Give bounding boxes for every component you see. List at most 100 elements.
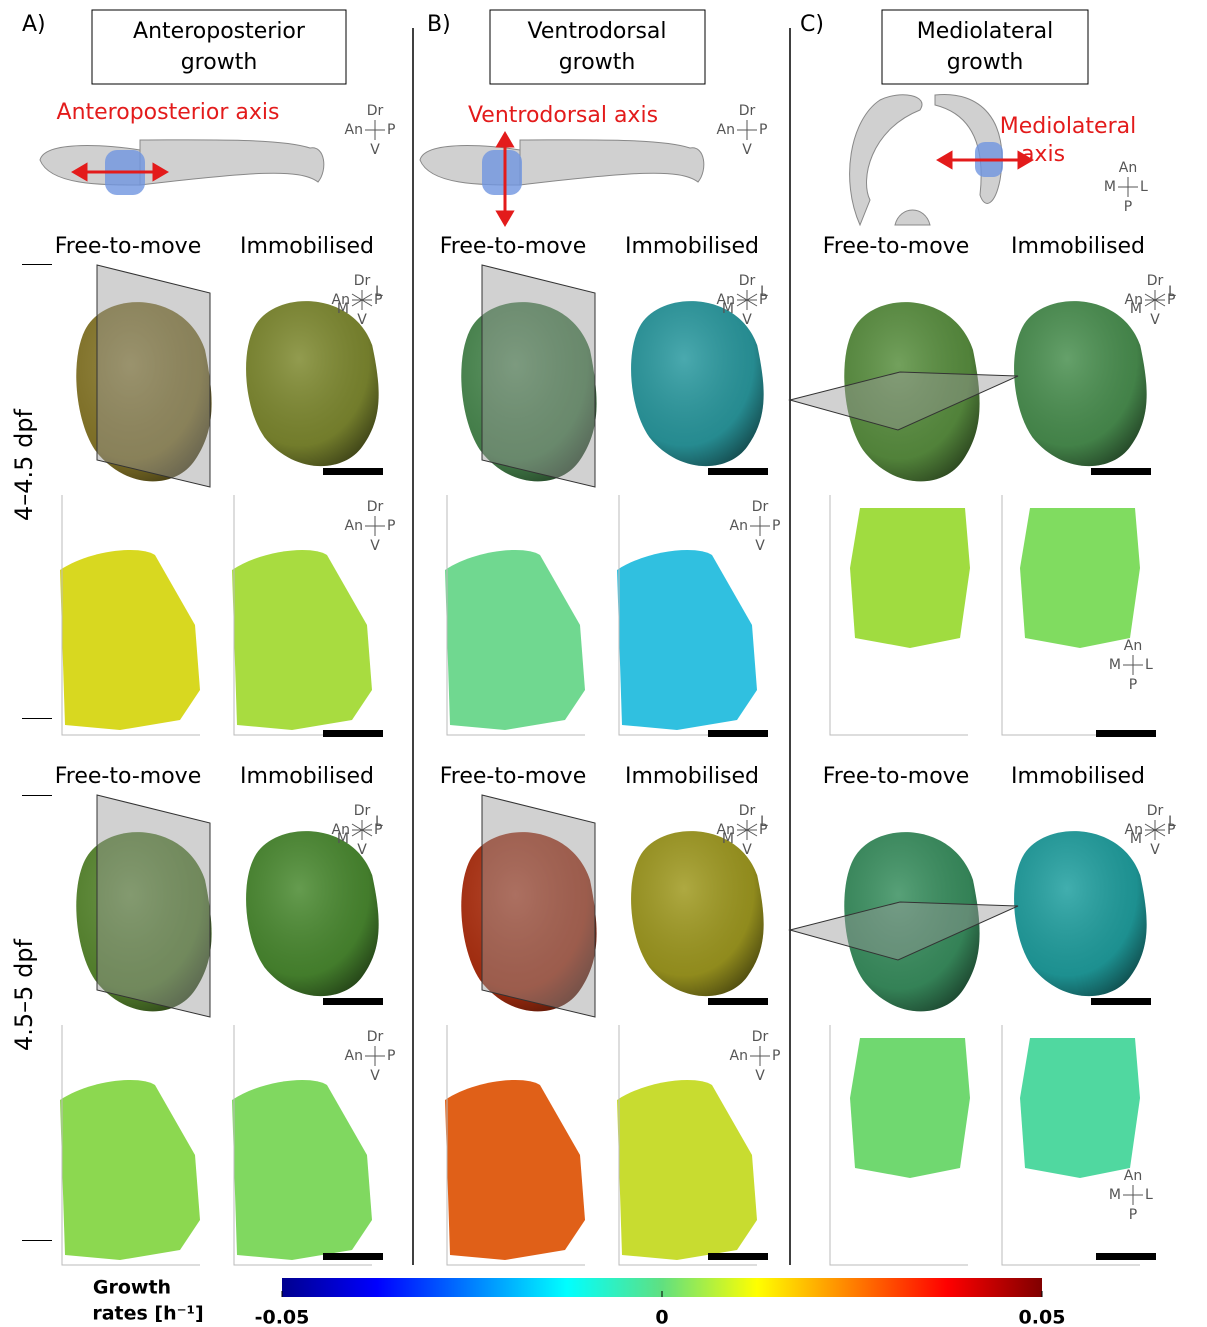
compass-label: An (1119, 160, 1137, 176)
growth-map (850, 1038, 970, 1178)
colorbar-label: Growth (93, 1277, 171, 1299)
condition-label: Immobilised (1011, 234, 1145, 259)
compass-label: L (1168, 284, 1176, 300)
compass-label: L (1140, 179, 1148, 195)
growth-map (232, 1080, 372, 1260)
surface-shade (1014, 301, 1147, 466)
scale-bar (708, 730, 768, 737)
scale-bar (1096, 730, 1156, 737)
axis-label: Ventrodorsal axis (468, 103, 658, 128)
compass-label: Dr (739, 273, 756, 289)
section-plane (97, 795, 210, 1017)
surface-shade (1014, 831, 1147, 996)
compass-label: V (357, 312, 367, 328)
scale-bar (323, 468, 383, 475)
compass (1118, 177, 1138, 197)
panel-title: growth (559, 50, 636, 75)
scale-bar (323, 730, 383, 737)
compass (1145, 820, 1165, 840)
condition-label: Free-to-move (823, 764, 970, 789)
compass-label: M (1130, 831, 1142, 847)
panel-label: A) (22, 12, 46, 37)
axis-label: Mediolateral (1000, 114, 1136, 139)
compass (352, 290, 372, 310)
growth-map (445, 550, 585, 730)
colorbar-tick-label: 0 (655, 1307, 668, 1327)
compass-label: An (345, 1048, 363, 1064)
compass-label: Dr (367, 1029, 384, 1045)
compass-label: An (1124, 638, 1142, 654)
colorbar-label: rates [h⁻¹] (92, 1303, 203, 1325)
compass-label: V (755, 538, 765, 554)
compass (737, 120, 757, 140)
compass-label: P (387, 518, 395, 534)
compass-label: P (1124, 199, 1132, 215)
compass-label: P (772, 518, 780, 534)
compass (352, 820, 372, 840)
scale-bar (708, 468, 768, 475)
axis-label: axis (1021, 142, 1065, 167)
compass (365, 516, 385, 536)
growth-map (617, 1080, 757, 1260)
section-plane (790, 372, 1018, 430)
compass (750, 516, 770, 536)
condition-label: Immobilised (240, 234, 374, 259)
scale-bar (1091, 468, 1151, 475)
compass-label: Dr (367, 499, 384, 515)
condition-label: Free-to-move (823, 234, 970, 259)
scale-bar (1096, 1253, 1156, 1260)
compass-label: Dr (354, 803, 371, 819)
scale-bar (323, 998, 383, 1005)
condition-label: Free-to-move (55, 764, 202, 789)
scale-bar (323, 1253, 383, 1260)
compass-label: An (730, 518, 748, 534)
compass-label: An (345, 518, 363, 534)
growth-map (1020, 508, 1140, 648)
compass-label: L (1168, 814, 1176, 830)
compass-label: P (387, 122, 395, 138)
compass-label: V (755, 1068, 765, 1084)
section-plane (482, 265, 595, 487)
compass-label: P (772, 1048, 780, 1064)
condition-label: Free-to-move (440, 234, 587, 259)
row-label: 4–4.5 dpf (10, 408, 38, 521)
growth-map (617, 550, 757, 730)
compass-label: An (1124, 1168, 1142, 1184)
compass (750, 1046, 770, 1066)
compass-label: An (730, 1048, 748, 1064)
compass-label: P (1129, 677, 1137, 693)
compass-label: An (717, 122, 735, 138)
compass (1123, 655, 1143, 675)
condition-label: Immobilised (1011, 764, 1145, 789)
compass-label: M (337, 301, 349, 317)
compass-label: L (1145, 1187, 1153, 1203)
section-plane (97, 265, 210, 487)
panel-title: Anteroposterior (133, 19, 306, 44)
compass (365, 1046, 385, 1066)
compass-label: M (1130, 301, 1142, 317)
compass-label: M (1109, 1187, 1121, 1203)
compass-label: An (345, 122, 363, 138)
condition-label: Free-to-move (55, 234, 202, 259)
compass-label: L (760, 814, 768, 830)
condition-label: Immobilised (240, 764, 374, 789)
scale-bar (708, 1253, 768, 1260)
scale-bar (1091, 998, 1151, 1005)
compass-label: Dr (752, 1029, 769, 1045)
panel-title: growth (947, 50, 1024, 75)
compass-label: M (337, 831, 349, 847)
compass-label: V (370, 1068, 380, 1084)
compass-label: L (375, 814, 383, 830)
compass (365, 120, 385, 140)
section-plane (790, 902, 1018, 960)
growth-map (445, 1080, 585, 1260)
panel-label: C) (800, 12, 824, 37)
compass-label: Dr (739, 803, 756, 819)
growth-map (232, 550, 372, 730)
compass-label: V (357, 842, 367, 858)
compass-label: P (1129, 1207, 1137, 1223)
compass (737, 290, 757, 310)
compass-label: V (742, 142, 752, 158)
compass-label: Dr (1147, 803, 1164, 819)
section-plane (482, 795, 595, 1017)
